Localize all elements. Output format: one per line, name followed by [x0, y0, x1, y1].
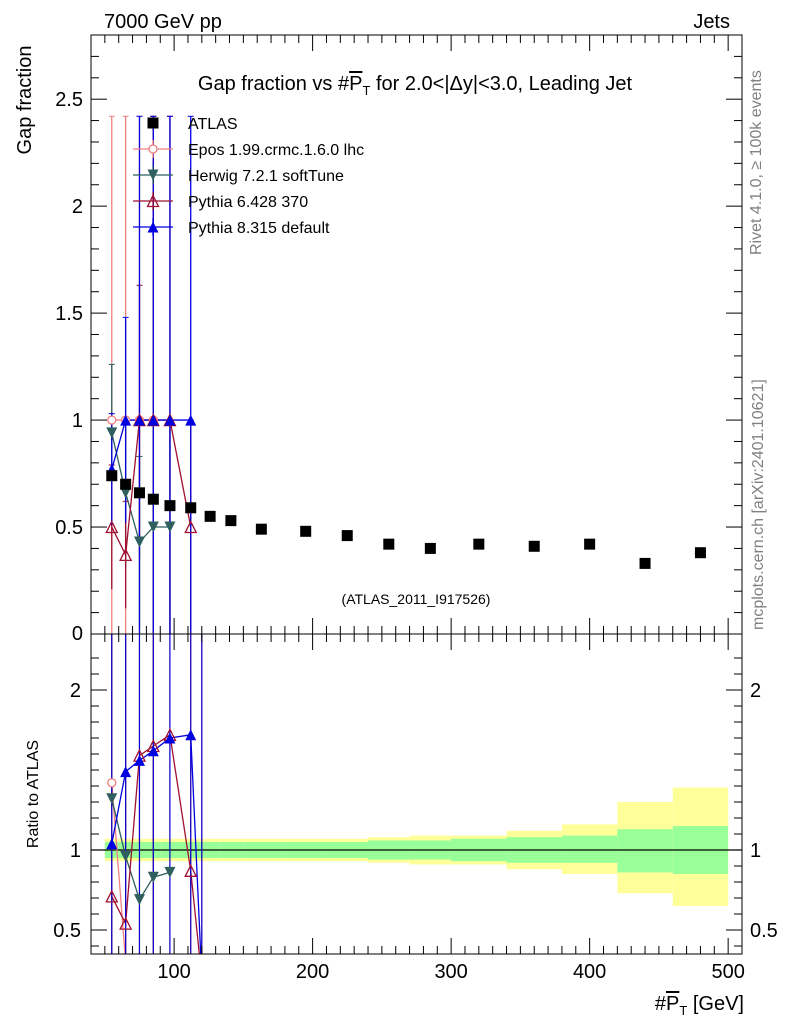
legend-marker-herwig: [147, 169, 159, 181]
ratio-point-pythia8: [133, 754, 145, 766]
data-point-atlas: [694, 547, 706, 559]
legend-marker-epos: [148, 144, 158, 154]
data-point-atlas: [255, 523, 267, 535]
y-axis-title: Gap fraction: [14, 46, 36, 155]
ratio-point-pythia8: [164, 732, 176, 744]
data-point-herwig: [133, 536, 145, 548]
legend-label-pythia6: Pythia 6.428 370: [188, 194, 308, 211]
uncertainty-band-inner: [561, 835, 618, 863]
data-point-pythia6: [184, 520, 198, 534]
data-point-atlas: [225, 515, 237, 527]
ratio-frame: [90, 633, 743, 955]
data-point-herwig: [164, 521, 176, 533]
data-point-atlas: [424, 542, 436, 554]
rivet-version-label: Rivet 4.1.0, ≥ 100k events: [748, 70, 765, 255]
legend-markers: [133, 117, 173, 236]
ratio-point-herwig: [147, 871, 159, 883]
data-point-atlas: [120, 478, 132, 490]
legend-marker-pythia6: [146, 194, 160, 208]
data-point-atlas: [147, 493, 159, 505]
data-point-atlas: [341, 530, 353, 542]
ratio-y-tick-label-right: 0.5: [750, 920, 778, 942]
ratio-point-epos: [107, 778, 117, 788]
legend-label-pythia8: Pythia 8.315 default: [188, 220, 330, 237]
ratio-plot-area: [91, 634, 742, 954]
x-axis-title: #PT [GeV]: [655, 993, 744, 1018]
y-tick-label: 2: [72, 196, 83, 218]
x-tick-label: 400: [573, 961, 606, 983]
data-point-atlas: [584, 538, 596, 550]
main-axis-ticks: 0.5 1 1.5 2 2.5 0: [55, 35, 742, 645]
data-point-atlas: [639, 557, 651, 569]
ratio-y-tick-label: 1: [70, 840, 81, 862]
main-plot-area: [105, 115, 706, 634]
data-point-pythia8: [164, 414, 176, 426]
main-panel: (ATLAS_2011_I917526) 0.5 1 1.5 2 2.5 0: [55, 34, 743, 645]
data-point-herwig: [106, 427, 118, 439]
series-line-pythia8: [111, 419, 191, 470]
ratio-point-pythia8: [185, 729, 197, 741]
legend-marker-atlas: [147, 117, 159, 129]
data-point-atlas: [164, 500, 176, 512]
ratio-point-herwig: [133, 894, 145, 906]
ratio-line-epos: [111, 782, 126, 954]
data-point-pythia6: [119, 547, 133, 561]
ratio-point-pythia8: [106, 838, 118, 850]
data-point-atlas: [204, 510, 216, 522]
ratio-point-herwig: [106, 793, 118, 805]
ratio-y-axis-title: Ratio to ATLAS: [25, 740, 42, 848]
ratio-point-pythia8: [120, 766, 132, 778]
legend: ATLAS Epos 1.99.crmc.1.6.0 lhc Herwig 7.…: [133, 116, 364, 237]
ratio-point-pythia8: [147, 745, 159, 757]
legend-label-epos: Epos 1.99.crmc.1.6.0 lhc: [188, 142, 364, 159]
data-point-pythia6: [105, 520, 119, 534]
data-point-herwig: [147, 521, 159, 533]
y-tick-label: 2.5: [55, 89, 83, 111]
ratio-point-pythia6: [119, 916, 133, 930]
ratio-axis-ticks: 0.5 0.5 1 1 2 2 100 200 300 400 500: [53, 634, 778, 983]
x-tick-label: 100: [157, 961, 190, 983]
y-tick-label: 0.5: [55, 517, 83, 539]
legend-marker-pythia8: [147, 221, 159, 233]
plot-title: Gap fraction vs #PT for 2.0<|Δy|<3.0, Le…: [198, 73, 633, 98]
ratio-point-pythia6: [105, 889, 119, 903]
data-point-atlas: [383, 538, 395, 550]
ratio-point-herwig: [120, 850, 132, 862]
data-point-herwig: [120, 487, 132, 499]
x-tick-label: 300: [434, 961, 467, 983]
legend-label-atlas: ATLAS: [188, 116, 238, 133]
data-point-pythia8: [147, 414, 159, 426]
analysis-label: (ATLAS_2011_I917526): [342, 591, 491, 607]
process-label: Jets: [693, 11, 730, 33]
data-point-atlas: [300, 525, 312, 537]
data-point-pythia8: [185, 414, 197, 426]
y-tick-label: 1.5: [55, 303, 83, 325]
ratio-point-herwig: [164, 866, 176, 878]
ratio-y-tick-label-right: 1: [750, 840, 761, 862]
data-point-atlas: [528, 540, 540, 552]
collision-label: 7000 GeV pp: [104, 11, 222, 33]
data-point-atlas: [133, 487, 145, 499]
data-point-atlas: [473, 538, 485, 550]
ratio-panel: 0.5 0.5 1 1 2 2 100 200 300 400 500: [53, 633, 778, 983]
mcplots-label: mcplots.cern.ch [arXiv:2401.10621]: [750, 379, 767, 630]
data-point-atlas: [106, 470, 118, 482]
uncertainty-band-inner: [617, 829, 673, 873]
legend-label-herwig: Herwig 7.2.1 softTune: [188, 168, 344, 185]
ratio-y-tick-label-right: 2: [750, 680, 761, 702]
x-tick-label: 500: [711, 961, 744, 983]
data-point-pythia8: [133, 414, 145, 426]
ratio-y-tick-label: 0.5: [53, 920, 81, 942]
data-point-pythia8: [120, 414, 132, 426]
x-tick-label: 200: [296, 961, 329, 983]
data-point-atlas: [185, 502, 197, 514]
y-tick-label: 1: [72, 410, 83, 432]
data-point-epos: [107, 415, 117, 425]
ratio-point-pythia6: [184, 863, 198, 877]
y-tick-label: 0: [72, 623, 83, 645]
ratio-y-tick-label: 2: [70, 680, 81, 702]
